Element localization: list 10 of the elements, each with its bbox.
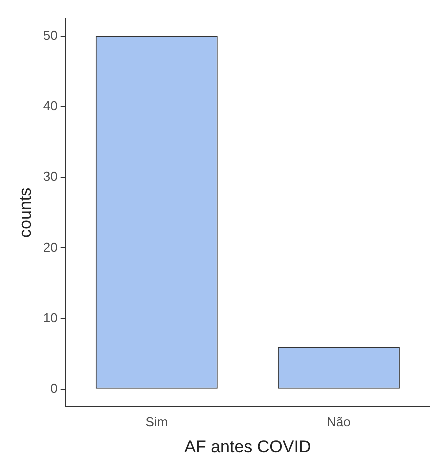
y-tick-label: 10: [43, 310, 58, 326]
x-tick-label: Não: [327, 414, 351, 430]
y-axis-title: counts: [16, 188, 35, 238]
x-axis-title: AF antes COVID: [184, 437, 312, 456]
y-tick-label: 0: [50, 380, 58, 396]
y-tick-label: 40: [43, 98, 58, 114]
y-tick-label: 30: [43, 169, 58, 184]
y-tick-label: 20: [43, 240, 58, 255]
y-tick-label: 50: [43, 28, 58, 44]
x-tick-label: Sim: [146, 414, 168, 430]
